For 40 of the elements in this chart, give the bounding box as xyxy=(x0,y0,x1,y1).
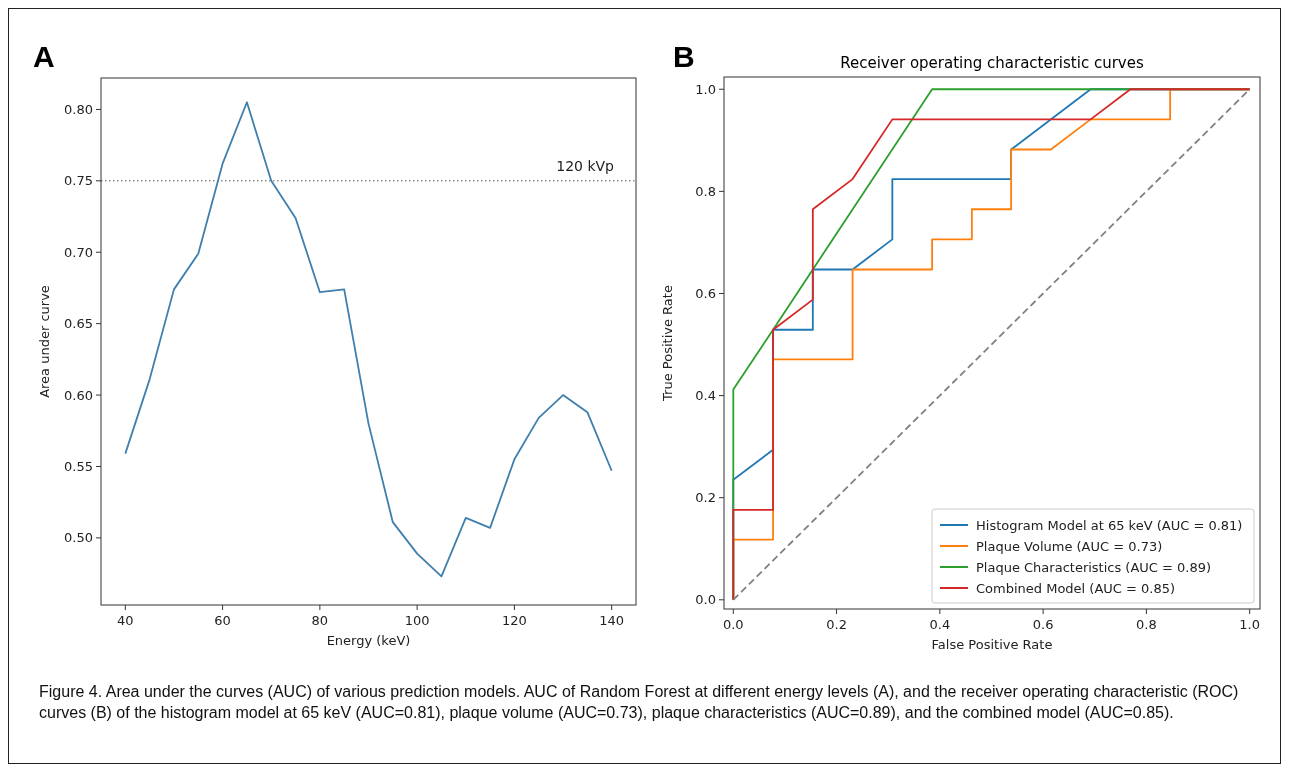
y-tick-label: 1.0 xyxy=(695,81,716,97)
x-tick-label: 0.8 xyxy=(1136,617,1157,632)
ref-line-label: 120 kVp xyxy=(556,157,615,174)
text: B xyxy=(673,40,695,73)
x-axis-title: False Positive Rate xyxy=(931,637,1053,652)
chart-title: Receiver operating characteristic curves xyxy=(840,54,1144,72)
caption: Figure 4. Area under the curves (AUC) of various prediction models. AUC of Random Forest at different energy levels (A), and the receiver operating characteristic (ROC) curves (B) of the histogram model at 65 keV (AUC=0.81), plaque volume (AUC=0.73), plaque characteristics (AUC=0.89), and the combined model (AUC=0.85). xyxy=(39,682,1240,723)
x-tick-label: 1.0 xyxy=(1239,617,1261,632)
y-tick-label: 0.60 xyxy=(64,387,93,403)
y-tick-label: 0.2 xyxy=(695,490,716,506)
y-tick-label: 0.75 xyxy=(64,173,93,189)
y-tick-label: 0.4 xyxy=(695,388,716,404)
y-tick-label: 0.6 xyxy=(695,286,716,302)
x-tick-label: 0.4 xyxy=(929,617,951,632)
legend-label: Histogram Model at 65 keV (AUC = 0.81) xyxy=(976,517,1243,533)
y-tick-label: 0.55 xyxy=(64,459,93,475)
line-series xyxy=(124,101,613,578)
y-axis-title: True Positive Rate xyxy=(660,285,675,402)
x-tick-label: 40 xyxy=(117,613,134,628)
y-tick-label: 0.65 xyxy=(64,316,93,332)
line-series xyxy=(732,88,1251,601)
y-tick-label: 0.50 xyxy=(64,530,93,546)
legend-label: Plaque Characteristics (AUC = 0.89) xyxy=(976,559,1212,575)
y-tick-label: 0.8 xyxy=(695,183,716,199)
legend-label: Plaque Volume (AUC = 0.73) xyxy=(976,538,1163,554)
y-axis-title: Area under curve xyxy=(37,285,52,398)
y-tick-label: 0.80 xyxy=(64,101,93,117)
y-tick-label: 0.0 xyxy=(695,592,716,608)
x-tick-label: 0.0 xyxy=(722,617,744,632)
x-tick-label: 0.2 xyxy=(826,617,847,632)
x-tick-label: 80 xyxy=(311,613,329,628)
x-tick-label: 120 xyxy=(502,613,527,628)
x-tick-label: 140 xyxy=(599,613,625,628)
x-tick-label: 60 xyxy=(214,613,231,628)
x-axis-title: Energy (keV) xyxy=(326,633,411,648)
text: A xyxy=(33,40,55,73)
x-tick-label: 0.6 xyxy=(1032,617,1054,632)
x-tick-label: 100 xyxy=(404,613,430,628)
y-tick-label: 0.70 xyxy=(64,244,93,260)
legend-label: Combined Model (AUC = 0.85) xyxy=(976,580,1176,596)
